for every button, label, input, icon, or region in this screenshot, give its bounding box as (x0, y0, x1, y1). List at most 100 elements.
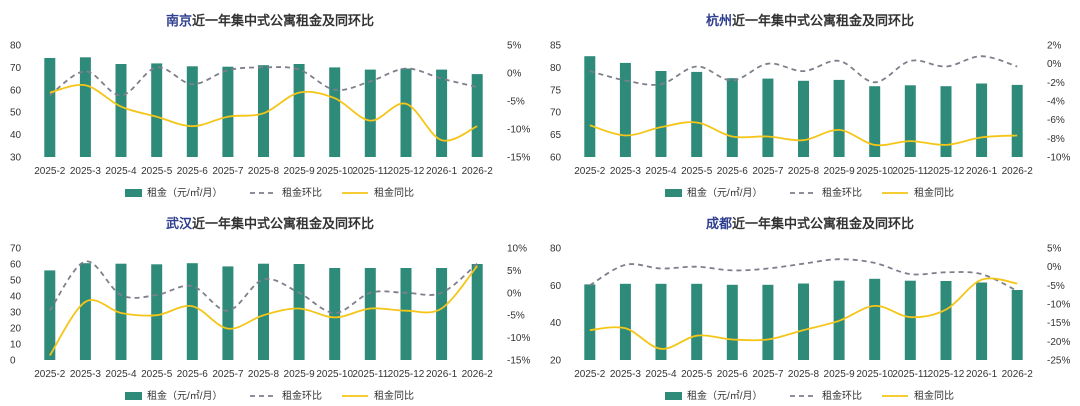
x-axis-tick: 2025-10 (856, 166, 893, 177)
x-axis-tick: 2025-6 (717, 166, 749, 177)
rent-bar (726, 284, 738, 360)
x-axis-tick: 2025-10 (856, 369, 893, 380)
rent-bar (329, 67, 341, 157)
x-axis-tick: 2025-4 (645, 369, 677, 380)
rent-mom-line (49, 66, 478, 97)
rent-bar (940, 86, 952, 157)
rent-bar (1011, 290, 1023, 360)
x-axis-tick: 2026-2 (462, 166, 494, 177)
x-axis-tick: 2025-7 (212, 166, 244, 177)
left-axis-tick: 30 (10, 153, 22, 164)
left-axis-tick: 20 (10, 324, 22, 335)
rent-bar (726, 78, 738, 157)
chart-title-rest: 近一年集中式公寓租金及同环比 (732, 13, 914, 28)
rent-mom-line (589, 258, 1018, 292)
chart-title: 成都近一年集中式公寓租金及同环比 (706, 216, 914, 231)
rent-bar (655, 283, 667, 360)
chart-title: 南京近一年集中式公寓租金及同环比 (166, 13, 374, 28)
x-axis-tick: 2025-7 (752, 166, 784, 177)
x-axis-tick: 2025-12 (388, 369, 425, 380)
x-axis-tick: 2025-11 (352, 369, 388, 380)
chart-chengdu: 成都近一年集中式公寓租金及同环比 80 60 40 20 5% 0% -5% -10% -15% -… (550, 216, 1070, 402)
chart-hangzhou: 杭州近一年集中式公寓租金及同环比 85 80 75 70 65 60 2% 0% -2% -4% -6… (550, 13, 1070, 199)
x-axis-tick: 2025-4 (105, 369, 137, 380)
x-axis-tick: 2025-3 (70, 166, 102, 177)
right-axis-tick: -10% (507, 333, 530, 344)
x-axis-tick: 2026-2 (1002, 166, 1034, 177)
rent-bar (869, 86, 881, 157)
left-axis-tick: 10 (10, 340, 22, 351)
x-axis-tick: 2025-2 (574, 166, 606, 177)
left-axis-tick: 85 (550, 41, 562, 52)
left-axis-tick: 65 (550, 130, 562, 141)
x-axis-tick: 2026-2 (1002, 369, 1034, 380)
x-axis-tick: 2026-1 (426, 166, 458, 177)
chart-wuhan: 武汉近一年集中式公寓租金及同环比 70 60 50 40 30 20 10 0 10% 5% 0% -5… (10, 216, 530, 402)
rent-bar (976, 83, 988, 157)
chart-title: 杭州近一年集中式公寓租金及同环比 (706, 13, 914, 28)
rent-bar (44, 58, 56, 157)
x-axis-tick: 2025-10 (316, 166, 353, 177)
x-axis-tick: 2025-3 (70, 369, 102, 380)
right-axis-tick: 0% (1047, 262, 1062, 273)
chart-title-rest: 近一年集中式公寓租金及同环比 (192, 13, 374, 28)
x-axis-tick: 2025-5 (141, 166, 173, 177)
left-axis-tick: 70 (10, 244, 22, 255)
rent-bar (976, 282, 988, 360)
legend-rent-label: 租金（元/㎡/月） (147, 186, 223, 199)
rent-bar (258, 263, 269, 360)
x-axis-tick: 2025-2 (34, 369, 66, 380)
rent-bar (471, 74, 483, 157)
x-axis-tick: 2025-8 (248, 369, 280, 380)
legend-yoy-label: 租金同比 (914, 186, 954, 199)
right-axis-tick: 0% (507, 69, 522, 80)
chart-title-rest: 近一年集中式公寓租金及同环比 (732, 216, 914, 231)
rent-bar (762, 284, 774, 360)
x-axis-tick: 2025-8 (788, 166, 820, 177)
x-axis-tick: 2025-4 (105, 166, 137, 177)
right-axis-tick: -6% (1047, 115, 1065, 126)
legend-rent-swatch (125, 392, 142, 400)
rent-bar (471, 264, 483, 360)
rent-bar (436, 268, 448, 360)
right-axis-tick: -2% (1047, 78, 1065, 89)
right-axis-tick: -5% (507, 97, 525, 108)
left-axis-tick: 50 (10, 108, 22, 119)
x-axis-tick: 2025-5 (681, 166, 713, 177)
right-axis-tick: -15% (507, 356, 530, 367)
legend-mom-label: 租金环比 (282, 389, 322, 402)
legend-rent-swatch (125, 189, 142, 197)
rent-bar (904, 280, 916, 360)
rent-bar (364, 69, 376, 157)
x-axis-tick: 2025-6 (177, 369, 209, 380)
right-axis-tick: -25% (1047, 356, 1070, 367)
chart-title-city: 武汉 (166, 216, 193, 231)
right-axis-tick: -15% (507, 153, 530, 164)
rent-bar (151, 63, 163, 157)
rent-bar (833, 79, 845, 157)
left-axis-tick: 40 (10, 130, 22, 141)
chart-title: 武汉近一年集中式公寓租金及同环比 (166, 216, 374, 231)
x-axis-tick: 2025-11 (892, 166, 928, 177)
x-axis-tick: 2025-2 (34, 166, 66, 177)
chart-title-city: 杭州 (706, 13, 732, 28)
left-axis-tick: 0 (10, 356, 16, 367)
rent-bar (293, 264, 305, 360)
rent-bar (44, 270, 56, 360)
rent-bar (400, 268, 412, 360)
rent-bar (798, 80, 809, 157)
rent-bar (222, 266, 234, 360)
rent-bar (940, 281, 952, 360)
rent-bar (186, 66, 198, 157)
legend-rent-label: 租金（元/㎡/月） (147, 389, 223, 402)
rent-bar (1011, 84, 1023, 157)
rent-bar (904, 85, 916, 157)
rent-bar (115, 263, 127, 360)
x-axis-tick: 2026-1 (426, 369, 458, 380)
left-axis-tick: 50 (10, 276, 22, 287)
right-axis-tick: 5% (1047, 244, 1062, 255)
legend-rent-swatch (665, 189, 682, 197)
rent-bar (186, 263, 198, 360)
rent-bar (293, 64, 305, 157)
